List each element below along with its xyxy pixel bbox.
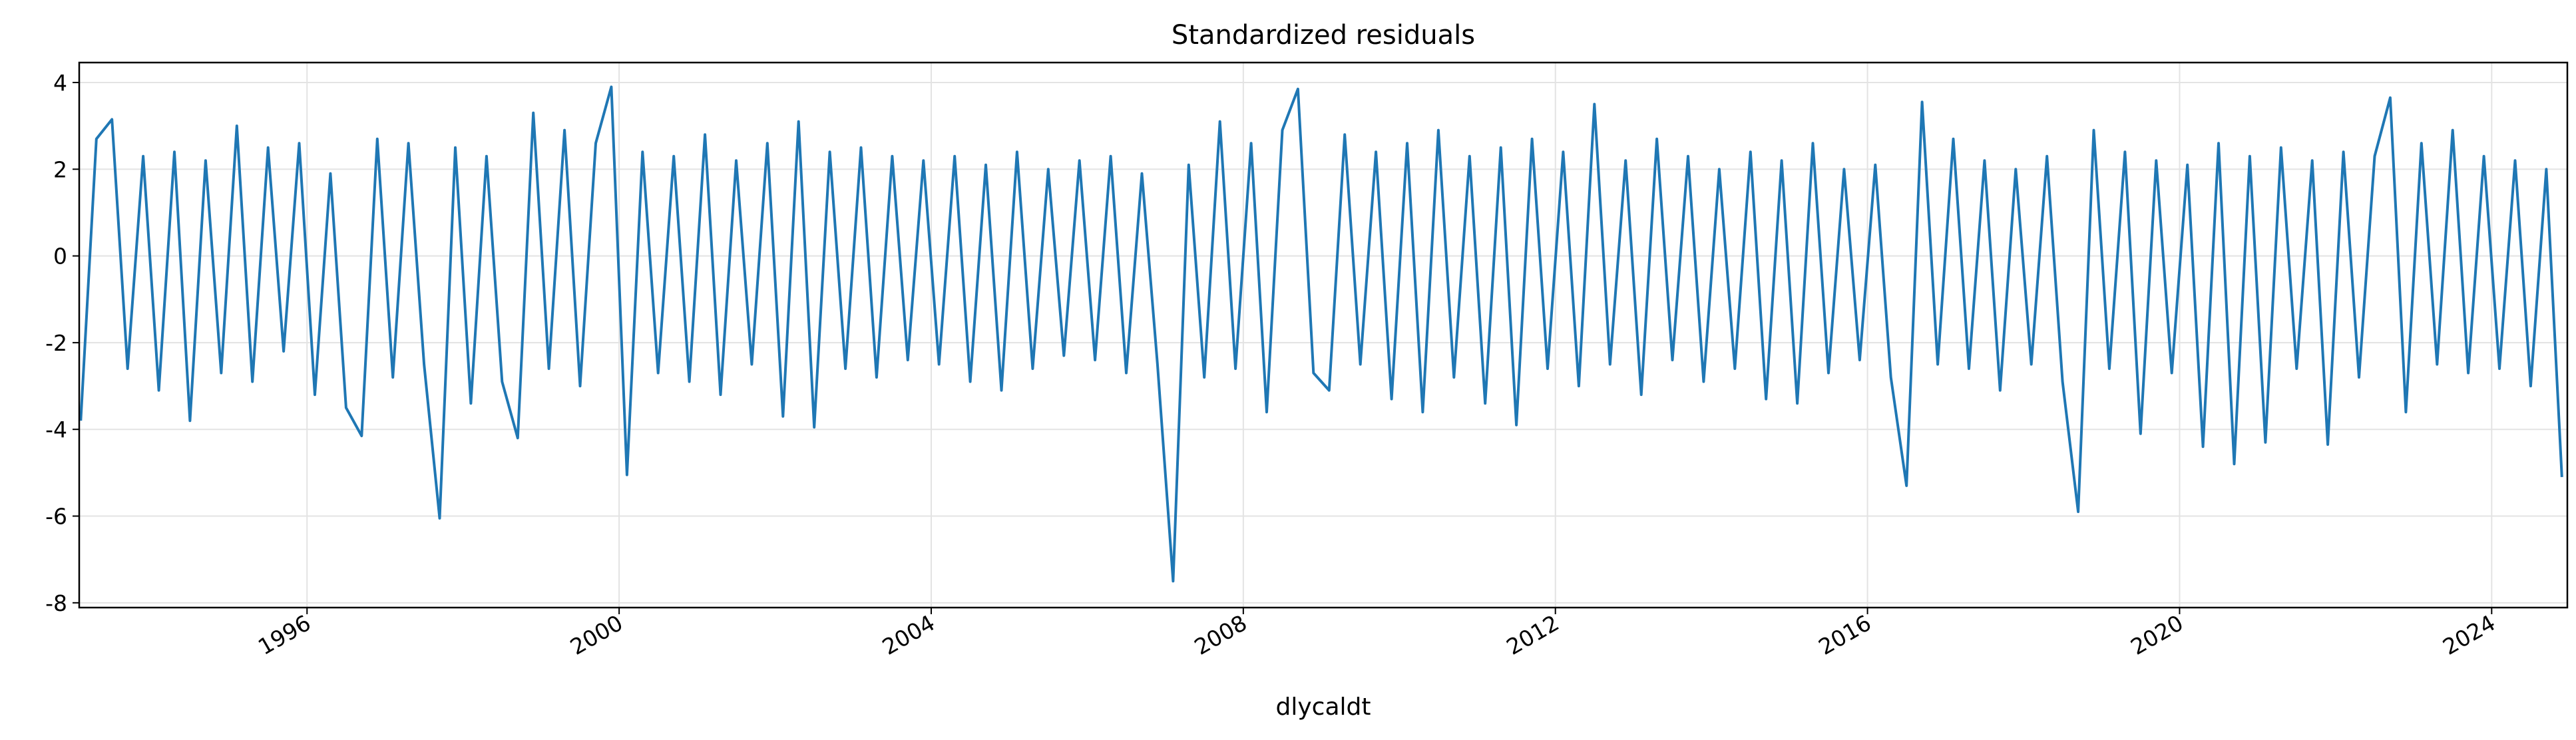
x-tick-label: 2008 [1190,610,1251,660]
x-tick-label: 1996 [254,610,315,660]
x-tick-label: 2016 [1814,610,1875,660]
x-tick-label: 2020 [2126,610,2187,660]
y-tick-label: -2 [45,330,67,356]
plot-frame [78,61,2569,609]
y-tick-label: -4 [45,417,67,443]
y-tick-label: 0 [53,244,67,270]
y-tick-label: 2 [53,156,67,182]
x-tick-label: 2012 [1502,610,1563,660]
y-tick-label: -6 [45,504,67,530]
x-tick-label: 2024 [2438,610,2499,660]
x-axis-label: dlycaldt [1276,693,1371,721]
x-tick-label: 2000 [566,610,627,660]
chart-title: Standardized residuals [1172,20,1475,51]
residual-line [79,85,2563,583]
y-tick-label: 4 [53,70,67,96]
y-tick-label: -8 [45,590,67,616]
x-tick-label: 2004 [878,610,939,660]
